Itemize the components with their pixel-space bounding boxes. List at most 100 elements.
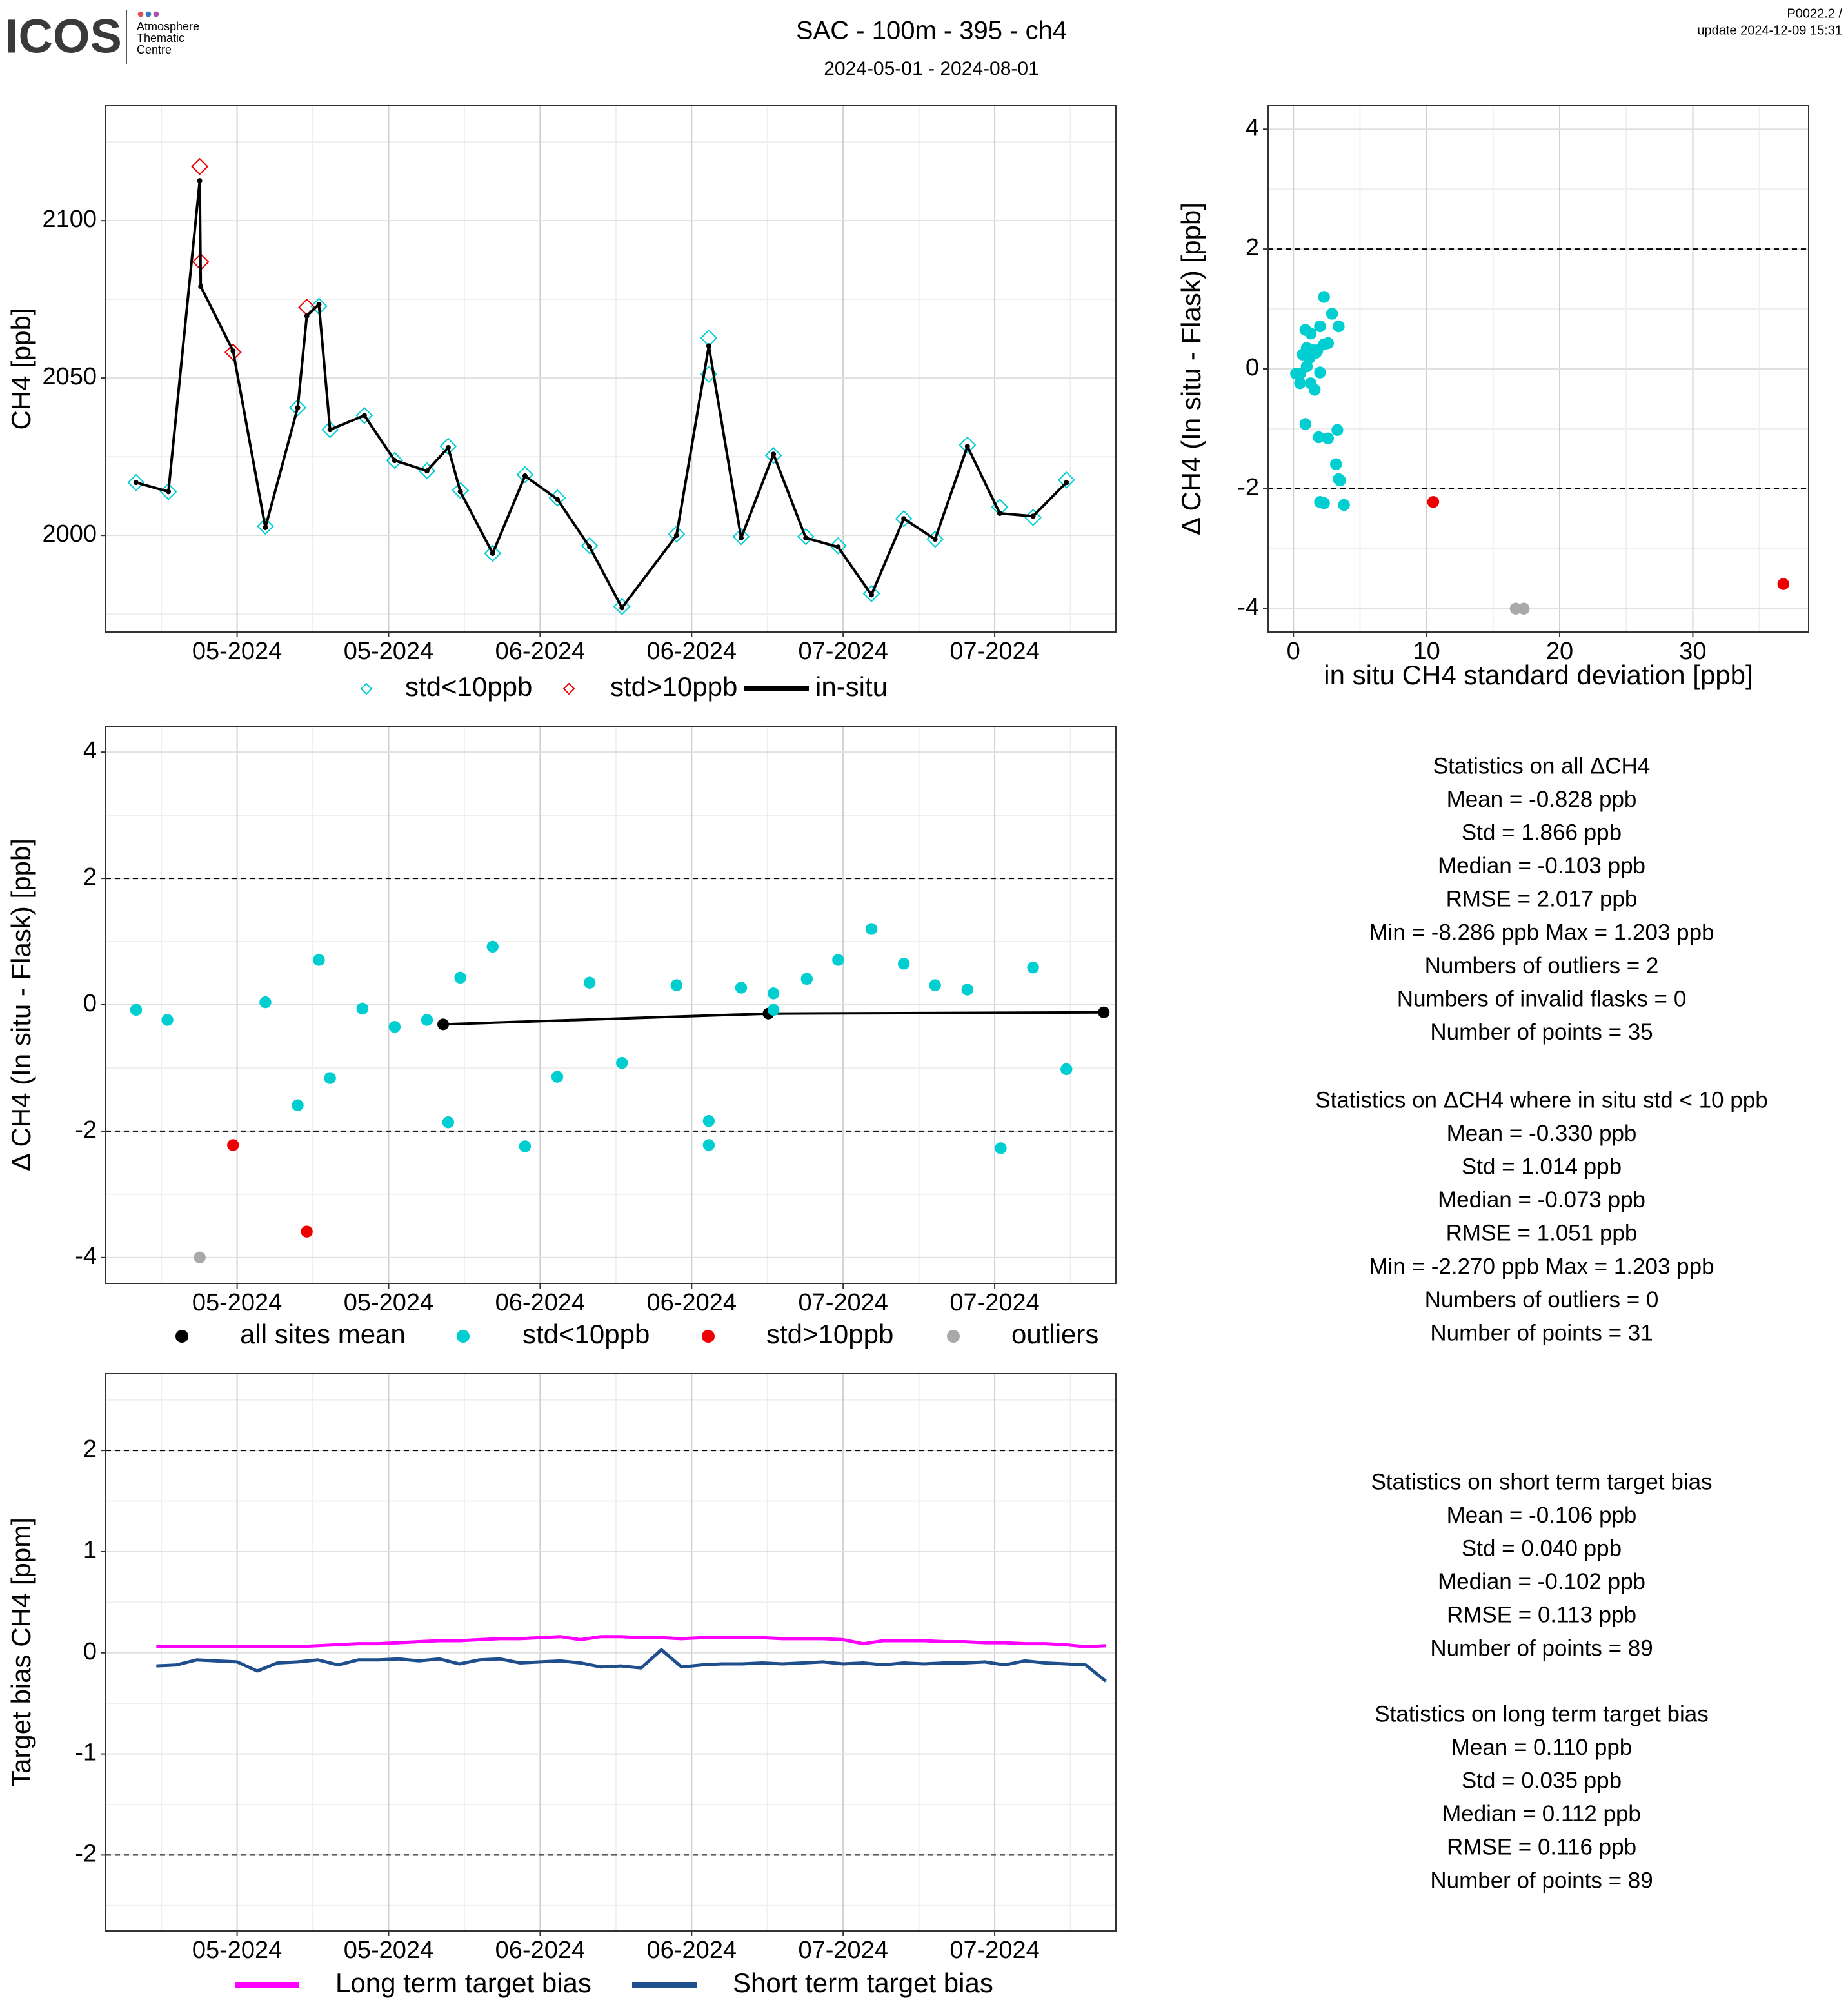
- statistics-line: Numbers of invalid flasks = 0: [1397, 986, 1686, 1011]
- statistics-line: RMSE = 2.017 ppb: [1446, 887, 1638, 912]
- point-marker: [1777, 578, 1789, 590]
- point-marker: [457, 489, 463, 495]
- legend-swatch: [774, 686, 779, 691]
- y-tick-label: -1: [75, 1739, 97, 1766]
- legend-label: std>10ppb: [610, 671, 737, 702]
- point-marker: [421, 1014, 433, 1026]
- plot-border: [105, 105, 1117, 633]
- legend-label: std>10ppb: [766, 1319, 893, 1349]
- point-marker: [522, 473, 528, 479]
- point-marker: [259, 996, 272, 1009]
- x-tick-label: 07-2024: [949, 1289, 1039, 1316]
- statistics-line: RMSE = 0.116 ppb: [1447, 1835, 1636, 1860]
- point-marker: [392, 458, 397, 464]
- legend-swatch: [175, 1330, 188, 1343]
- plot-border: [1267, 105, 1809, 633]
- point-marker: [304, 313, 310, 319]
- point-marker: [197, 178, 203, 184]
- statistics-line: Mean = -0.330 ppb: [1447, 1121, 1637, 1146]
- x-tick-label: 05-2024: [344, 638, 433, 665]
- point-marker: [198, 284, 204, 290]
- point-marker: [356, 1002, 368, 1015]
- legend-swatch: [947, 1330, 960, 1343]
- point-marker: [1304, 327, 1317, 340]
- subtitle: 2024-05-01 - 2024-08-01: [824, 58, 1039, 79]
- x-tick-label: 06-2024: [495, 1289, 585, 1316]
- x-tick-label: 05-2024: [192, 1289, 282, 1316]
- x-tick-label: 06-2024: [647, 638, 737, 665]
- x-tick-label: 07-2024: [949, 638, 1039, 665]
- point-marker: [767, 1004, 780, 1016]
- logo-dot: [137, 11, 144, 17]
- y-tick-label: 2: [83, 1436, 97, 1463]
- y-tick-label: 1: [83, 1537, 97, 1564]
- point-marker: [1314, 366, 1326, 379]
- y-tick-label: -4: [1237, 594, 1259, 621]
- point-marker: [964, 444, 970, 450]
- point-marker: [555, 497, 561, 502]
- statistics-line: Number of points = 31: [1430, 1320, 1653, 1345]
- x-tick-label: 07-2024: [798, 1289, 888, 1316]
- diamond-marker: [484, 544, 502, 562]
- x-tick-label: 05-2024: [344, 1937, 433, 1964]
- statistics-line: Mean = 0.110 ppb: [1451, 1735, 1633, 1760]
- x-tick-label: 0: [1287, 638, 1300, 665]
- point-marker: [1333, 473, 1345, 486]
- logo-text: Thematic: [137, 32, 184, 44]
- point-marker: [1290, 368, 1302, 380]
- y-tick-label: -2: [1237, 474, 1259, 501]
- y-tick-label: 0: [83, 1638, 97, 1665]
- statistics-line: Number of points = 89: [1430, 1636, 1653, 1661]
- diamond-marker: [386, 451, 404, 470]
- logo-dot: [145, 11, 152, 17]
- point-marker: [1297, 348, 1309, 361]
- title: SAC - 100m - 395 - ch4: [796, 17, 1067, 45]
- y-tick-label: 4: [1246, 114, 1259, 141]
- diamond-marker: [668, 525, 686, 543]
- diamond-marker: [581, 537, 599, 555]
- diamond-marker: [959, 436, 977, 454]
- point-marker: [388, 1021, 401, 1033]
- y-tick-label: -2: [75, 1116, 97, 1143]
- x-tick-label: 06-2024: [495, 1937, 585, 1964]
- x-tick-label: 05-2024: [192, 638, 282, 665]
- statistics-line: Std = 0.040 ppb: [1462, 1536, 1622, 1561]
- statistics-line: RMSE = 0.113 ppb: [1447, 1603, 1636, 1628]
- x-axis-title: in situ CH4 standard deviation [ppb]: [1324, 660, 1753, 690]
- point-marker: [929, 979, 941, 991]
- point-marker: [767, 987, 780, 1000]
- point-marker: [1333, 320, 1345, 333]
- point-marker: [1314, 320, 1326, 333]
- point-marker: [901, 516, 907, 522]
- point-marker: [702, 1139, 715, 1151]
- point-marker: [263, 524, 268, 530]
- statistics-line: Number of points = 89: [1430, 1868, 1653, 1893]
- legend-label: all sites mean: [240, 1319, 406, 1349]
- y-tick-label: 2: [1246, 234, 1259, 261]
- point-marker: [445, 445, 451, 451]
- point-marker: [869, 592, 875, 598]
- logo-text: Centre: [137, 43, 172, 56]
- point-marker: [1318, 291, 1330, 303]
- y-axis-title: Δ CH4 (In situ - Flask) [ppb]: [6, 838, 36, 1171]
- point-marker: [227, 1139, 239, 1151]
- point-marker: [486, 940, 499, 953]
- point-marker: [961, 984, 973, 996]
- point-marker: [327, 427, 333, 433]
- point-marker: [771, 451, 777, 457]
- statistics-line: Std = 1.866 ppb: [1462, 820, 1622, 845]
- legend-label: in-situ: [815, 671, 888, 702]
- point-marker: [587, 544, 593, 550]
- point-marker: [316, 301, 322, 307]
- x-tick-label: 30: [1679, 638, 1706, 665]
- point-marker: [739, 535, 744, 541]
- plot-panel: [106, 106, 1116, 632]
- x-tick-label: 10: [1413, 638, 1440, 665]
- statistics-line: Median = -0.102 ppb: [1438, 1569, 1645, 1594]
- y-tick-label: -4: [75, 1243, 97, 1270]
- diamond-marker: [732, 528, 750, 546]
- point-marker: [1427, 496, 1440, 508]
- logo: ICOS: [5, 10, 122, 63]
- point-marker: [1060, 1063, 1073, 1076]
